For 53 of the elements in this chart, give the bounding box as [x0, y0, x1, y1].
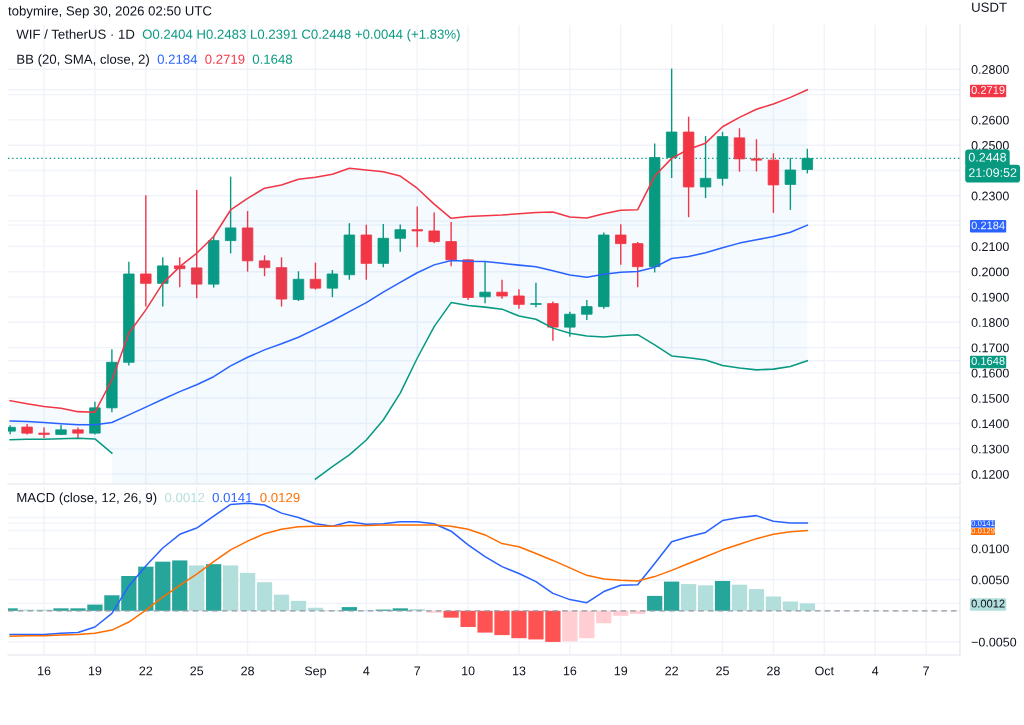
y-tick-label: 0.0012 [971, 599, 1005, 608]
y-tick-label: 0.2000 [971, 267, 1009, 277]
x-tick-label: 28 [767, 666, 780, 676]
y-tick-label: 0.1600 [971, 368, 1009, 378]
y-tick-label: 0.2600 [971, 115, 1009, 125]
y-tick-label: 0.1400 [971, 419, 1009, 429]
y-tick-label: 0.2719 [971, 86, 1005, 94]
y-tick-label: 0.2300 [971, 191, 1009, 201]
x-tick-label: 22 [665, 666, 678, 676]
annotation: BB (20, SMA, close, 2) [17, 54, 149, 67]
y-tick-label: 0.1200 [971, 469, 1009, 479]
x-tick-label: 4 [872, 666, 879, 676]
y-tick-label: 0.1300 [971, 444, 1009, 454]
y-tick-label: 0.2500 [971, 140, 1009, 150]
ref-line-label: 0.2448 [968, 152, 1007, 162]
text: 21:09:52 [968, 168, 1017, 177]
annotation: 0.0012 [165, 492, 205, 503]
y-tick-label: 0.1500 [971, 394, 1009, 403]
y-tick-label: 0.1900 [971, 292, 1009, 302]
x-tick-label: Oct [815, 666, 834, 676]
x-tick-label: 19 [614, 666, 628, 676]
x-tick-label: 10 [462, 666, 475, 676]
annotation: 0.2184 [157, 54, 198, 64]
annotation: MACD (close, 12, 26, 9) [17, 492, 157, 505]
y-tick-label: 0.2184 [971, 221, 1005, 230]
y-tick-label: 0.1648 [971, 357, 1005, 365]
annotation: 0.2719 [205, 54, 245, 64]
text: USDT [972, 2, 1007, 12]
y-tick-label: 0.1700 [971, 343, 1009, 353]
annotation: 0.0141 [212, 492, 252, 503]
x-tick-label: 22 [139, 666, 153, 676]
x-tick-label: Sep [304, 666, 327, 678]
x-tick-label: 16 [563, 666, 577, 676]
chart-title: WIF / TetherUS · 1D [16, 29, 135, 39]
x-tick-label: 7 [923, 666, 929, 676]
x-tick-label: 25 [190, 666, 204, 676]
y-tick-label: 0.0050 [971, 575, 1009, 585]
y-tick-label: 0.2100 [971, 242, 1009, 252]
x-tick-label: 13 [512, 666, 526, 676]
x-tick-label: 7 [414, 666, 421, 676]
y-tick-label: 0.0100 [971, 544, 1009, 554]
x-tick-label: 19 [88, 666, 102, 676]
x-tick-label: 16 [38, 666, 51, 676]
x-tick-label: 28 [241, 666, 254, 676]
x-tick-label: 25 [716, 666, 729, 676]
chart-subtitle: O0.2404 H0.2483 L0.2391 C0.2448 +0.0044 (+1.83%) [142, 29, 460, 42]
y-tick-label: −0.0050 [971, 637, 1017, 647]
y-tick-label: 0.2800 [971, 65, 1009, 74]
y-tick-label: 0.1800 [971, 318, 1009, 327]
annotation: 0.1648 [252, 54, 293, 64]
x-tick-label: 4 [363, 666, 370, 676]
text: tobymire, Sep 30, 2026 02:50 UTC [8, 5, 212, 19]
annotation: 0.0129 [260, 492, 300, 503]
